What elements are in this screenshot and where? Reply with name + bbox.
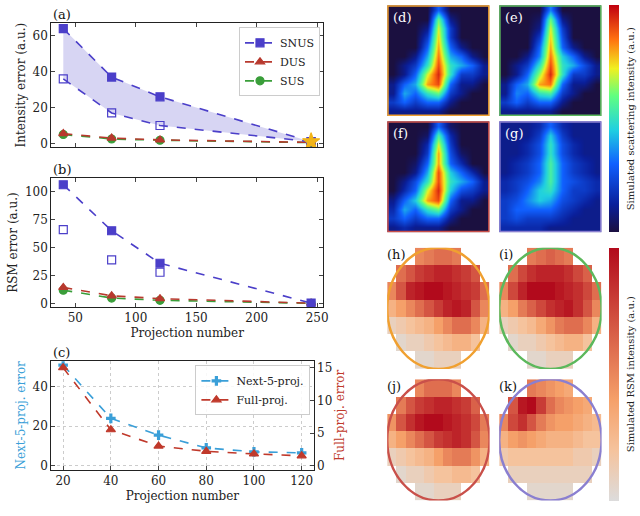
svg-text:80: 80 xyxy=(199,474,214,488)
svg-text:SUS: SUS xyxy=(280,75,304,88)
svg-text:15: 15 xyxy=(317,361,332,375)
svg-text:40: 40 xyxy=(103,474,118,488)
svg-text:100: 100 xyxy=(243,474,266,488)
svg-text:SNUS: SNUS xyxy=(280,37,314,50)
svg-text:150: 150 xyxy=(185,311,208,325)
svg-text:Simulated RSM intensity (a.u.): Simulated RSM intensity (a.u.) xyxy=(625,296,636,452)
svg-text:(i): (i) xyxy=(499,247,513,262)
svg-text:5: 5 xyxy=(317,426,325,440)
svg-text:60: 60 xyxy=(33,29,48,43)
svg-text:60: 60 xyxy=(151,474,166,488)
svg-text:Next-5-proj. error: Next-5-proj. error xyxy=(14,361,28,470)
svg-text:0: 0 xyxy=(40,459,48,473)
svg-text:(b): (b) xyxy=(53,162,71,177)
svg-text:(j): (j) xyxy=(387,379,401,394)
svg-text:20: 20 xyxy=(55,474,70,488)
svg-text:40: 40 xyxy=(33,380,48,394)
svg-text:20: 20 xyxy=(33,419,48,433)
svg-text:Next-5-proj.: Next-5-proj. xyxy=(236,375,303,388)
svg-text:RSM error (a.u.): RSM error (a.u.) xyxy=(6,192,20,293)
svg-text:(a): (a) xyxy=(53,7,71,22)
svg-text:50: 50 xyxy=(33,241,48,255)
svg-text:Simulated scattering intensity: Simulated scattering intensity (a.u.) xyxy=(625,27,636,210)
svg-text:100: 100 xyxy=(124,311,147,325)
svg-text:75: 75 xyxy=(33,213,48,227)
svg-text:Full-proj. error: Full-proj. error xyxy=(333,369,347,461)
svg-text:250: 250 xyxy=(306,311,329,325)
svg-text:100: 100 xyxy=(25,185,48,199)
svg-text:20: 20 xyxy=(33,101,48,115)
svg-text:Projection number: Projection number xyxy=(126,489,240,503)
svg-text:200: 200 xyxy=(245,311,268,325)
svg-text:(f): (f) xyxy=(393,126,408,141)
svg-text:Projection number: Projection number xyxy=(131,326,245,340)
svg-text:(g): (g) xyxy=(505,126,523,141)
svg-text:(k): (k) xyxy=(499,379,517,394)
svg-text:DUS: DUS xyxy=(280,56,306,69)
svg-text:25: 25 xyxy=(33,269,48,283)
svg-text:(c): (c) xyxy=(53,345,70,360)
svg-text:(e): (e) xyxy=(505,10,523,25)
svg-text:Full-proj.: Full-proj. xyxy=(236,394,287,407)
svg-text:0: 0 xyxy=(317,459,325,473)
svg-text:120: 120 xyxy=(290,474,313,488)
svg-text:0: 0 xyxy=(40,297,48,311)
svg-text:50: 50 xyxy=(68,311,83,325)
svg-text:0: 0 xyxy=(40,137,48,151)
svg-text:40: 40 xyxy=(33,65,48,79)
svg-text:(d): (d) xyxy=(393,10,411,25)
svg-text:10: 10 xyxy=(317,394,332,408)
svg-text:(h): (h) xyxy=(387,247,406,262)
svg-text:Intensity error (a.u.): Intensity error (a.u.) xyxy=(14,23,28,148)
